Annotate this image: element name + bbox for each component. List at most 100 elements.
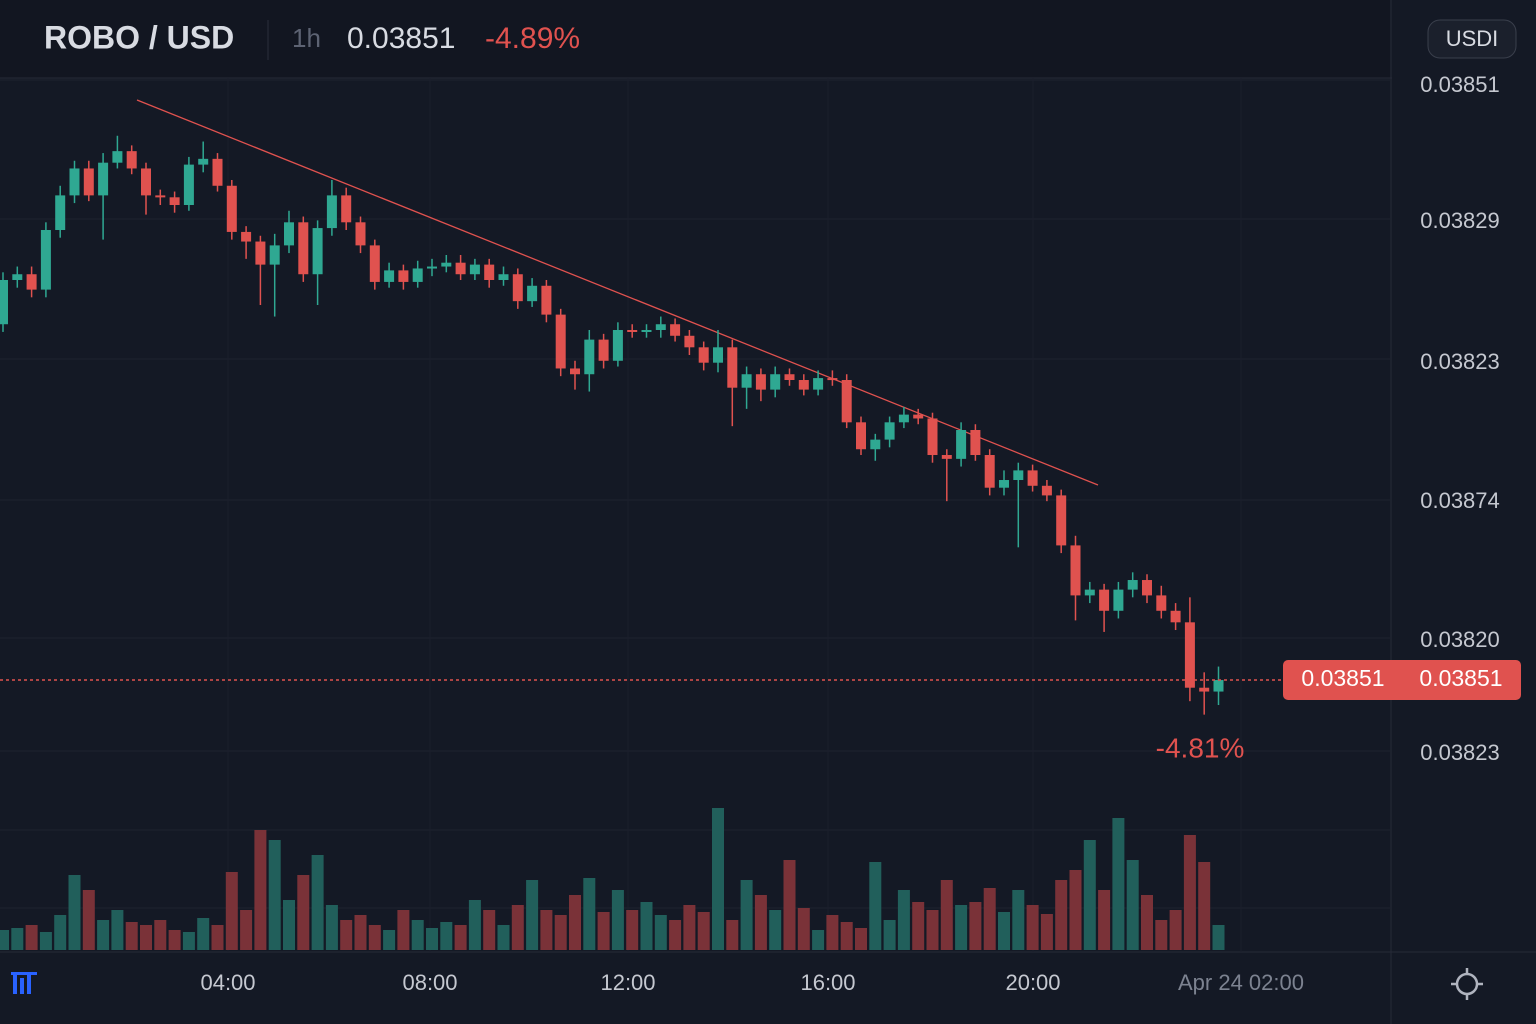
candle-body [770,374,781,390]
candle-body [612,330,623,361]
candle-body [541,285,552,315]
candle-body [741,374,752,388]
volume-bar [1012,890,1025,950]
volume-bar [554,915,567,950]
volume-bar [526,880,539,950]
volume-bar [11,928,24,950]
volume-bar [912,902,925,950]
currency-button-label[interactable]: USDI [1446,26,1499,51]
candle-body [1184,622,1195,688]
volume-bar [283,900,295,950]
candle-body [755,374,766,390]
logo[interactable] [11,972,37,994]
candle-body [684,335,695,348]
candle-body [1142,580,1152,596]
volume-bar [1026,905,1039,950]
candle-body [26,274,37,290]
price-label: 0.03874 [1420,488,1500,513]
logo-bar [20,978,24,994]
logo-bar [11,972,37,975]
candle-body [155,195,166,198]
candle-body [369,245,380,282]
candle-body [384,270,395,282]
candle-body [1127,580,1138,590]
time-label: Apr 24 02:00 [1178,970,1304,995]
header-price: 0.03851 [347,22,455,55]
candle-body [498,274,509,281]
candle-body [884,422,895,440]
volume-bar [712,808,724,950]
volume-bar [1069,870,1082,950]
volume-bar [640,902,653,950]
volume-bar [611,890,624,950]
volume-bar [540,910,553,950]
candle-body [627,330,638,333]
candle-body [956,430,967,459]
volume-bar [654,915,667,950]
candle-body [284,222,294,246]
candle-body [98,162,109,196]
last-price-axis-label: 0.03851 [1419,665,1502,691]
volume-bar [897,890,910,950]
volume-bar [111,910,124,950]
last-price-tag [1283,660,1521,701]
logo-bar [27,974,31,994]
candle-body [141,168,151,196]
candle-body [312,228,323,275]
candle-body [398,270,409,282]
currency-button[interactable] [1427,19,1517,59]
volume-bar [669,920,682,950]
candle-body [813,378,824,390]
logo-bar [13,974,17,994]
price-label: 0.03823 [1420,349,1500,374]
time-label: 04:00 [200,970,255,995]
candle-body [1170,610,1181,623]
candle-body [870,439,881,450]
candle-body [241,231,252,242]
candle-body [255,241,266,265]
change-annotation: -4.81% [1156,732,1245,763]
candle-body [169,197,180,205]
volume-bar [797,908,810,950]
candle-body [198,158,209,165]
candle-body [269,245,280,265]
volume-bar [754,895,767,950]
volume-bar [769,910,782,950]
volume-bar [626,910,639,950]
candle-body [341,195,352,223]
price-label: 0.03823 [1420,740,1500,765]
volume-bar [883,920,896,950]
candle-body [112,151,123,163]
volume-bar [726,920,739,950]
volume-bar [783,860,796,950]
candle-body [927,418,938,456]
volume-bar [311,855,324,950]
crosshair-icon[interactable] [1451,968,1483,1000]
candle-body [183,164,194,205]
volume-bar [998,912,1010,950]
volume-bar [1098,890,1111,950]
volume-bar [325,905,338,950]
volume-bar [354,915,367,950]
candle-body [355,222,366,246]
time-label: 16:00 [800,970,855,995]
volume-bar [1198,862,1211,950]
volume-bar [955,905,968,950]
volume-bar [268,840,281,950]
interval[interactable]: 1h [292,23,321,53]
volume-bar [411,920,424,950]
candle-body [727,347,738,388]
volume-bar [869,862,882,950]
candle-body [941,455,952,459]
candle-body [83,168,94,196]
volume-bar [969,902,982,950]
volume-bar [983,888,996,950]
candle-body [827,378,838,381]
candle-body [1156,595,1167,611]
candle-body [1041,485,1052,496]
header-change: -4.89% [485,22,580,55]
price-label: 0.03820 [1420,627,1500,652]
volume-bar [940,880,953,950]
candle-body [999,480,1009,488]
